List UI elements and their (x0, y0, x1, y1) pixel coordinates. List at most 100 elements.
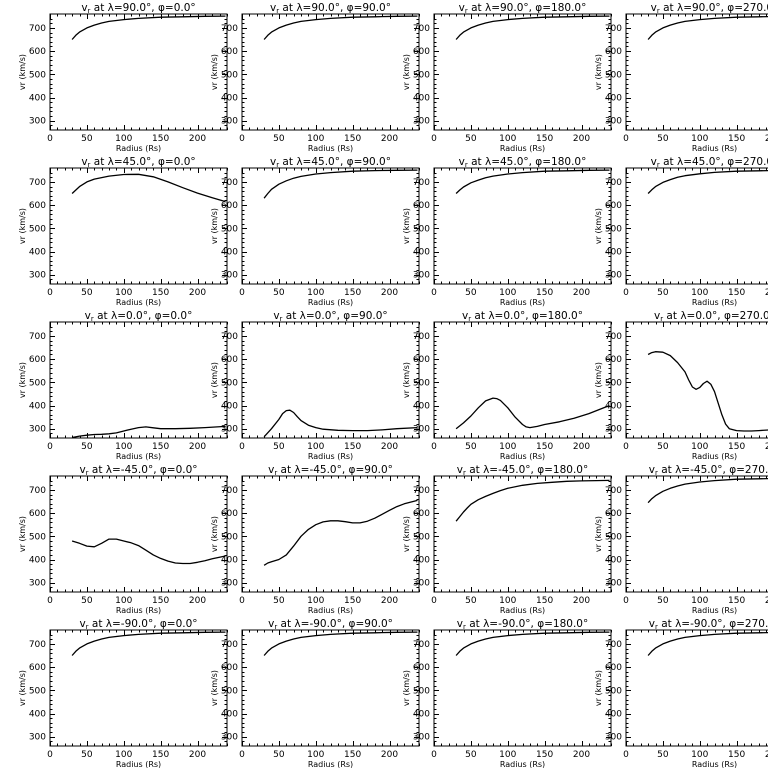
x-tick-label: 150 (728, 134, 745, 144)
x-tick-label: 100 (499, 750, 516, 760)
panel-frame (49, 321, 228, 439)
x-tick-label: 150 (728, 596, 745, 606)
y-tick-label: 300 (221, 425, 238, 435)
y-tick-label: 400 (221, 556, 238, 566)
x-tick-label: 200 (189, 442, 206, 452)
y-axis-label: vr (km/s) (594, 516, 603, 552)
series-line (455, 479, 610, 522)
x-axis-label: Radius (Rs) (692, 144, 737, 153)
x-tick-label: 100 (307, 750, 324, 760)
x-axis-label: Radius (Rs) (116, 298, 161, 307)
y-tick-label: 600 (221, 201, 238, 211)
y-axis-label: vr (km/s) (210, 208, 219, 244)
panel: 0 50 100 150 200 300 400 500 600 700 vr at λ=90.0°… (210, 2, 420, 153)
x-tick-label: 0 (431, 288, 437, 298)
x-tick-label: 50 (273, 750, 285, 760)
y-tick-label: 700 (221, 24, 238, 34)
y-tick-label: 400 (605, 248, 622, 258)
x-axis-label: Radius (Rs) (308, 298, 353, 307)
panel-title: vr at λ=-90.0°, φ=180.0° (457, 618, 588, 631)
series-line (263, 169, 418, 199)
panel: 0 50 100 150 200 300 400 500 600 700 vr at λ=-90.0… (210, 618, 420, 768)
x-axis-label: Radius (Rs) (116, 144, 161, 153)
x-tick-label: 200 (573, 596, 590, 606)
y-tick-label: 600 (605, 201, 622, 211)
y-tick-label: 600 (605, 663, 622, 673)
x-tick-label: 200 (765, 750, 768, 760)
y-axis-label: vr (km/s) (18, 208, 27, 244)
x-tick-label: 50 (465, 442, 477, 452)
x-tick-label: 50 (657, 442, 669, 452)
y-axis-label: vr (km/s) (594, 670, 603, 706)
panel-frame (241, 13, 420, 131)
y-tick-label: 400 (605, 710, 622, 720)
y-tick-label: 300 (605, 579, 622, 589)
panel-title: vr at λ=-90.0°, φ=0.0° (79, 618, 197, 631)
y-tick-label: 500 (29, 70, 46, 80)
y-tick-label: 600 (29, 663, 46, 673)
y-tick-label: 300 (221, 117, 238, 127)
x-axis-label: Radius (Rs) (500, 760, 545, 768)
x-tick-label: 150 (344, 596, 361, 606)
x-tick-label: 0 (239, 750, 245, 760)
x-tick-label: 200 (189, 750, 206, 760)
y-tick-label: 500 (413, 224, 430, 234)
y-axis-label: vr (km/s) (594, 54, 603, 90)
x-tick-label: 150 (152, 442, 169, 452)
panel: 0 50 100 150 200 300 400 500 600 700 vr at λ=45.0°… (594, 156, 768, 307)
y-axis-label: vr (km/s) (210, 54, 219, 90)
y-tick-label: 400 (413, 710, 430, 720)
x-axis-label: Radius (Rs) (116, 606, 161, 615)
y-tick-label: 300 (413, 733, 430, 743)
y-tick-label: 700 (605, 640, 622, 650)
y-tick-label: 400 (29, 248, 46, 258)
y-tick-label: 300 (29, 425, 46, 435)
panel: 0 50 100 150 200 300 400 500 600 700 vr at λ=-45.0… (18, 464, 228, 615)
y-tick-label: 400 (413, 248, 430, 258)
y-tick-label: 500 (413, 378, 430, 388)
x-tick-label: 50 (273, 288, 285, 298)
y-tick-label: 700 (29, 332, 46, 342)
y-axis-label: vr (km/s) (402, 670, 411, 706)
x-axis-label: Radius (Rs) (692, 760, 737, 768)
x-tick-label: 150 (344, 288, 361, 298)
panel: 0 50 100 150 200 300 400 500 600 700 vr at λ=90.0°… (594, 2, 768, 153)
y-tick-label: 700 (413, 640, 430, 650)
y-tick-label: 400 (29, 94, 46, 104)
y-tick-label: 300 (221, 733, 238, 743)
series-line (71, 15, 226, 40)
y-tick-label: 700 (29, 24, 46, 34)
panel-title: vr at λ=90.0°, φ=90.0° (270, 2, 391, 15)
x-tick-label: 0 (239, 288, 245, 298)
panel: 0 50 100 150 200 300 400 500 600 700 vr at λ=-45.0… (210, 464, 420, 615)
y-tick-label: 300 (29, 117, 46, 127)
x-tick-label: 50 (657, 750, 669, 760)
y-axis-label: vr (km/s) (594, 362, 603, 398)
panel-frame (49, 13, 228, 131)
series-line (647, 351, 768, 432)
y-tick-label: 500 (29, 224, 46, 234)
x-tick-label: 0 (239, 442, 245, 452)
y-tick-label: 500 (605, 224, 622, 234)
x-tick-label: 200 (189, 288, 206, 298)
x-tick-label: 50 (465, 750, 477, 760)
y-tick-label: 600 (221, 663, 238, 673)
y-tick-label: 600 (221, 509, 238, 519)
x-tick-label: 100 (115, 442, 132, 452)
y-tick-label: 300 (29, 579, 46, 589)
series-line (263, 631, 418, 656)
x-tick-label: 100 (691, 596, 708, 606)
panel: 0 50 100 150 200 300 400 500 600 700 vr at λ=0.0°,… (402, 310, 612, 461)
panel-frame (625, 475, 768, 593)
x-tick-label: 150 (152, 134, 169, 144)
x-tick-label: 150 (152, 288, 169, 298)
y-tick-label: 300 (605, 271, 622, 281)
y-tick-label: 400 (413, 402, 430, 412)
y-tick-label: 300 (605, 117, 622, 127)
panel-title: vr at λ=45.0°, φ=270.0° (651, 156, 768, 169)
x-tick-label: 50 (273, 134, 285, 144)
y-tick-label: 700 (29, 178, 46, 188)
x-tick-label: 150 (344, 442, 361, 452)
y-tick-label: 300 (29, 271, 46, 281)
x-tick-label: 0 (623, 442, 629, 452)
